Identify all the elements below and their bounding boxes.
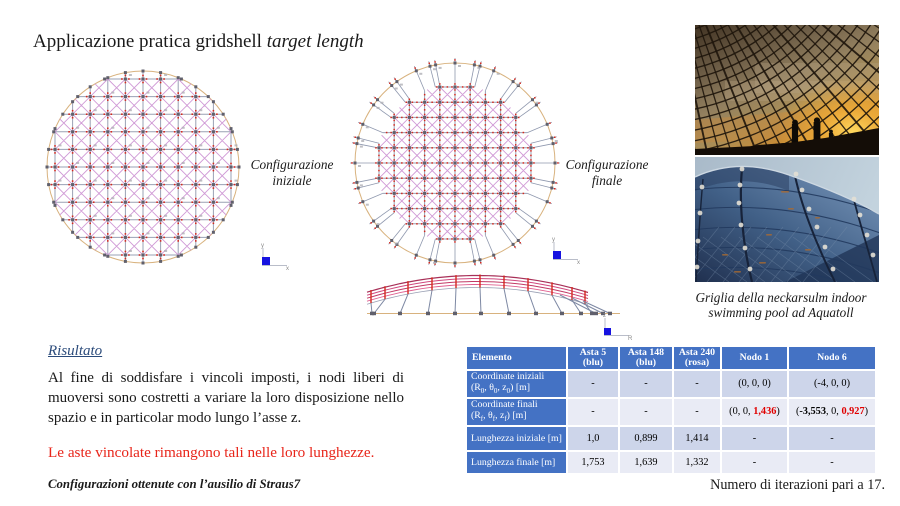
svg-text:x: x <box>577 260 580 266</box>
svg-text:z: z <box>603 313 606 319</box>
svg-text:y: y <box>552 237 555 243</box>
svg-text:y: y <box>261 243 264 249</box>
svg-text:R: R <box>628 336 633 342</box>
svg-text:x: x <box>286 266 289 272</box>
